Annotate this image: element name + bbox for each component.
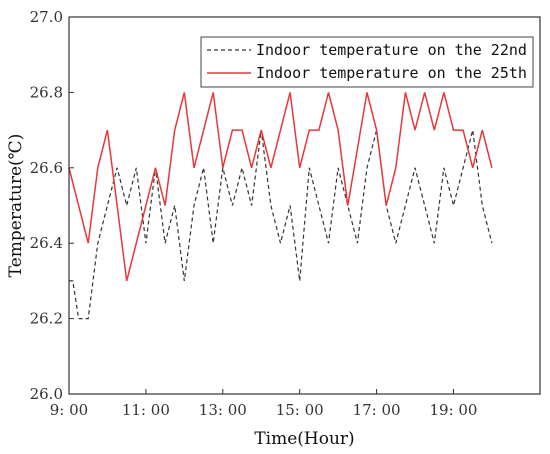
plot-frame: [68, 16, 541, 395]
x-tick-label: 15: 00: [276, 401, 324, 419]
legend-label-25th: Indoor temperature on the 25th: [256, 64, 527, 82]
legend-label-22nd: Indoor temperature on the 22nd: [256, 41, 527, 59]
series-line-22nd: [69, 129, 493, 320]
x-tick-label: 11: 00: [122, 401, 170, 419]
series-layer: [68, 92, 493, 320]
x-axis-title: Time(Hour): [254, 429, 354, 449]
y-tick-label: 26.0: [30, 385, 63, 403]
y-tick-label: 26.8: [30, 83, 63, 101]
y-tick-label: 26.4: [30, 234, 63, 252]
x-tick-label: 9: 00: [50, 401, 88, 419]
legend: Indoor temperature on the 22nd Indoor te…: [200, 36, 534, 88]
x-tick-label: 13: 00: [199, 401, 247, 419]
y-tick-label: 26.6: [30, 159, 63, 177]
x-tick-label: 19: 00: [429, 401, 477, 419]
ticks-layer: 26.0 26.2 26.4 26.6 26.8 27.0 9: 00 11: 00 13: 0…: [30, 8, 478, 419]
legend-box: [200, 36, 534, 88]
y-tick-label: 27.0: [30, 8, 63, 26]
y-tick-label: 26.2: [30, 310, 63, 328]
y-axis-title: Temperature(℃): [6, 134, 26, 278]
series-line-25th: [68, 92, 493, 282]
x-tick-label: 17: 00: [353, 401, 401, 419]
